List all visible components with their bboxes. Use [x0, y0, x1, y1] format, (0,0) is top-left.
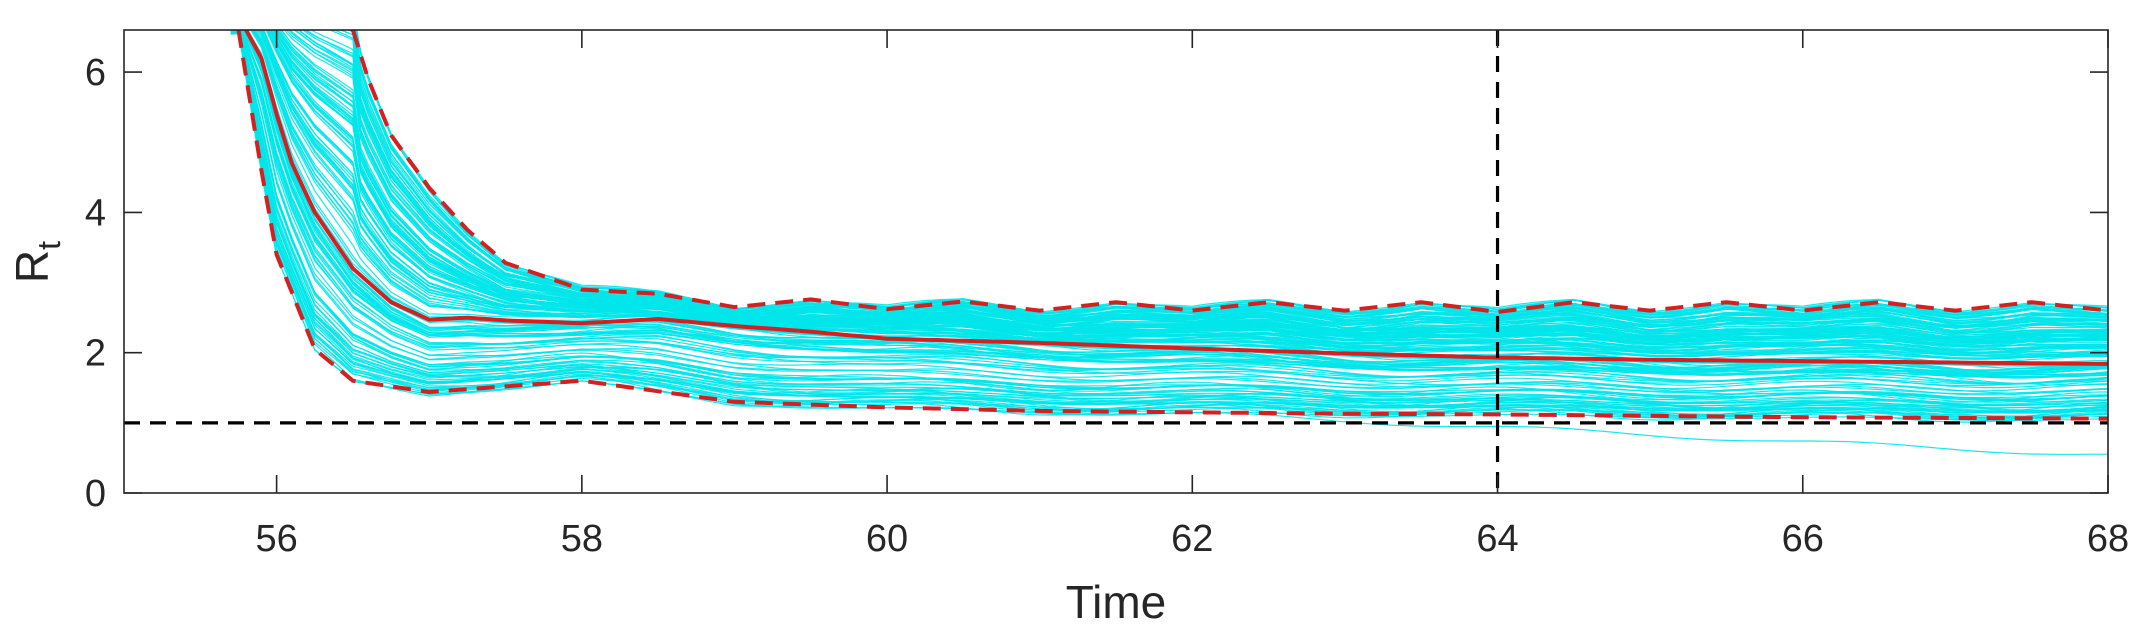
y-tick-label: 6 [85, 52, 106, 94]
ensemble-line [230, 31, 2108, 385]
ensemble-line [273, 30, 2108, 341]
ensemble-line [259, 30, 2108, 351]
ensemble-line [238, 30, 2108, 423]
ensemble-line [354, 30, 2108, 322]
y-tick-label: 4 [85, 192, 106, 234]
x-tick-label: 66 [1782, 518, 1824, 560]
plot-frame [123, 29, 2109, 494]
ensemble-line [230, 30, 2108, 372]
ensemble-line [301, 30, 2108, 330]
ensemble-line [262, 30, 2108, 355]
ensemble-line [328, 30, 2108, 328]
ensemble-line [230, 30, 2108, 414]
lower-bound-line [236, 30, 2108, 421]
ensemble-line [238, 30, 2108, 387]
ensemble-line [305, 30, 2108, 332]
ensemble-line [251, 30, 2108, 357]
series-layer [236, 30, 2108, 421]
x-tick-label: 64 [1476, 518, 1518, 560]
ensemble-line [262, 30, 2108, 347]
ensemble-line [230, 30, 2108, 401]
x-axis-label: Time [1066, 576, 1167, 628]
ensemble-line [256, 30, 2108, 355]
y-axis-label-main: R [6, 250, 58, 283]
ensemble-line [276, 30, 2108, 340]
y-axis-label: Rt [6, 241, 67, 283]
ensemble-line [230, 30, 2108, 405]
x-tick-label: 60 [866, 518, 908, 560]
reference-lines [124, 30, 2108, 493]
ensemble-line [230, 30, 2108, 389]
ensemble-line [238, 30, 2108, 395]
x-tick-label: 68 [2087, 518, 2129, 560]
ensemble-line [230, 30, 2108, 375]
x-tick-label: 56 [255, 518, 297, 560]
ensemble-line [230, 32, 2108, 411]
y-tick-label: 0 [85, 473, 106, 515]
ensemble-line [263, 30, 2108, 347]
ensemble-line [230, 31, 2108, 374]
ensemble-line [230, 30, 2108, 407]
ensemble-line [238, 30, 2108, 420]
ensemble-line [354, 30, 2108, 316]
ticks: 56 58 60 62 64 66 68 0 2 4 6 [85, 30, 2129, 560]
x-tick-label: 62 [1171, 518, 1213, 560]
y-axis-label-subscript: t [31, 241, 67, 250]
ensemble-line [238, 30, 2108, 421]
median-line [244, 30, 2108, 366]
ensemble-line [238, 30, 2108, 403]
y-tick-label: 2 [85, 333, 106, 375]
x-tick-label: 58 [561, 518, 603, 560]
ensemble-line [252, 30, 2108, 356]
ensemble-line [238, 30, 2108, 392]
upper-bound-line [350, 30, 2108, 314]
ensemble-line [230, 31, 2108, 378]
ensemble-line [266, 30, 2108, 349]
ensemble-line [230, 30, 2108, 376]
ensemble-line [230, 30, 2108, 406]
ensemble-line [280, 30, 2108, 338]
ensemble-line [230, 30, 2108, 409]
